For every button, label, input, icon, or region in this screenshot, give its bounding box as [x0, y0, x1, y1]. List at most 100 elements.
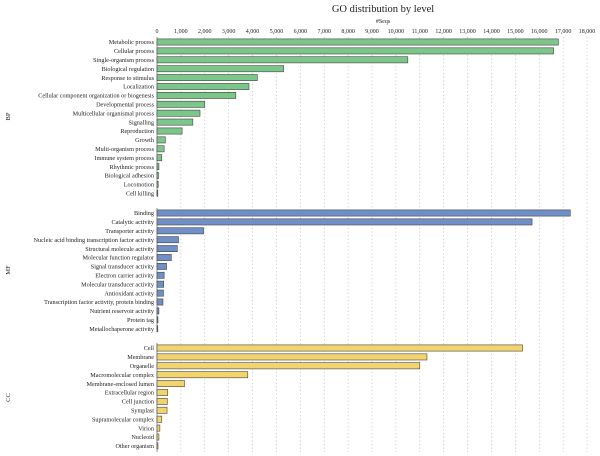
- category-label: Molecular function regulator: [83, 255, 154, 262]
- category-label: Other organism: [115, 443, 154, 450]
- bar: [156, 74, 258, 81]
- category-label: Rhythmic process: [109, 164, 154, 171]
- x-tick-label: 6,000: [294, 29, 308, 35]
- x-tick-label: 10,000: [388, 29, 405, 35]
- category-label: Molecular transducer activity: [81, 281, 155, 288]
- category-label: Metabolic process: [109, 39, 155, 46]
- bar: [156, 307, 160, 315]
- bar: [156, 47, 554, 55]
- group-label: CC: [5, 393, 12, 402]
- category-label: Single-organism process: [93, 57, 154, 64]
- x-tick-label: 7,000: [317, 29, 331, 35]
- bar: [156, 280, 164, 288]
- bar: [156, 353, 428, 361]
- category-label: Transcription factor activity, protein b…: [44, 299, 154, 306]
- category-label: Virion: [138, 425, 154, 432]
- category-label: Cellular process: [114, 48, 155, 55]
- bar: [156, 172, 159, 179]
- bar: [156, 254, 172, 261]
- x-tick-label: 17,000: [555, 29, 572, 35]
- bar: [156, 362, 421, 370]
- category-label: Cellular component organization or bioge…: [38, 93, 154, 100]
- group-mf: MF Binding Catalytic activity Transporter a…: [5, 208, 571, 333]
- bar: [156, 83, 250, 90]
- group-cc: CC Cell Membrane Organelle Macromolecular co…: [5, 343, 523, 452]
- category-label: Macromolecular complex: [90, 372, 155, 379]
- category-label: Signalling: [129, 119, 154, 126]
- bar: [156, 424, 161, 432]
- category-label: Cell killing: [126, 191, 154, 198]
- category-label: Nucleoid: [131, 434, 155, 441]
- x-tick-label: 12,000: [435, 29, 452, 35]
- category-label: Protein tag: [127, 317, 154, 324]
- category-label: Cell: [144, 345, 155, 352]
- bar: [156, 145, 165, 153]
- category-label: Response to stimulus: [101, 75, 154, 82]
- x-tick-label: 2,000: [198, 29, 212, 35]
- category-label: Organelle: [130, 363, 155, 370]
- bar: [156, 389, 169, 396]
- category-label: Developmental process: [96, 102, 154, 109]
- bar: [156, 380, 185, 387]
- category-label: Cell junction: [122, 399, 154, 406]
- bar: [156, 209, 571, 217]
- bar: [156, 127, 183, 135]
- category-label: Nutrient reservoir activity: [90, 308, 155, 315]
- category-label: Binding: [134, 210, 154, 217]
- category-label: Membrane-enclosed lumen: [86, 381, 154, 388]
- bar: [156, 344, 523, 352]
- category-label: Locomotion: [124, 182, 154, 189]
- category-label: Membrane: [127, 354, 154, 361]
- bar: [156, 118, 194, 126]
- category-label: Symplast: [131, 408, 154, 415]
- category-label: Extracellular region: [105, 390, 154, 397]
- category-label: Metallochaperone activity: [89, 326, 155, 333]
- category-label: Signal transducer activity: [91, 264, 155, 271]
- x-tick-label: 15,000: [507, 29, 524, 35]
- bar: [156, 325, 159, 333]
- bar: [156, 136, 166, 144]
- group-label: BP: [5, 112, 12, 120]
- bar: [156, 189, 159, 197]
- category-label: Multi-organism process: [95, 146, 154, 153]
- bar: [156, 371, 249, 379]
- category-label: Structural molecule activity: [85, 246, 155, 253]
- bar: [156, 109, 201, 117]
- x-tick-label: 3,000: [222, 29, 236, 35]
- category-label: Transporter activity: [105, 228, 155, 235]
- category-label: Catalytic activity: [112, 219, 155, 226]
- chart-title: GO distribution by level: [332, 4, 434, 15]
- bar: [156, 218, 533, 226]
- x-tick-label: 14,000: [483, 29, 500, 35]
- category-label: Multicellular organismal process: [73, 110, 155, 117]
- bar: [156, 262, 167, 270]
- bar: [156, 245, 178, 252]
- category-label: Immune system process: [95, 155, 155, 162]
- x-tick-label: 11,000: [412, 29, 428, 35]
- bar: [156, 406, 168, 414]
- x-tick-label: 9,000: [365, 29, 379, 35]
- bar: [156, 92, 237, 99]
- x-tick-label: 1,000: [174, 29, 188, 35]
- x-tick-label: 8,000: [341, 29, 355, 35]
- x-tick-label: 13,000: [459, 29, 476, 35]
- bar-groups: BP Metabolic process Cellular process Singl…: [5, 37, 571, 452]
- x-axis-title: #Seqs: [376, 19, 391, 25]
- bar: [156, 289, 164, 297]
- category-label: Growth: [135, 137, 155, 144]
- bar: [156, 397, 168, 405]
- bar: [156, 298, 164, 306]
- bar: [156, 316, 159, 324]
- bar: [156, 154, 163, 162]
- bar: [156, 163, 160, 170]
- bar: [156, 181, 159, 188]
- group-label: MF: [5, 265, 12, 275]
- bar: [156, 415, 163, 423]
- x-tick-label: 18,000: [579, 29, 596, 35]
- category-label: Localization: [123, 84, 154, 91]
- bar: [156, 65, 284, 73]
- category-label: Antioxidant activity: [104, 290, 155, 297]
- group-bp: BP Metabolic process Cellular process Singl…: [5, 37, 559, 198]
- category-label: Electron carrier activity: [95, 273, 155, 280]
